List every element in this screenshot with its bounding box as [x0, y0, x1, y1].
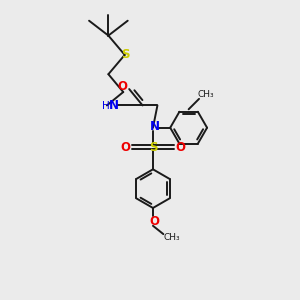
Text: N: N	[149, 120, 160, 133]
Text: O: O	[175, 140, 185, 154]
Text: CH₃: CH₃	[163, 233, 180, 242]
Text: O: O	[121, 140, 130, 154]
Text: H: H	[102, 101, 110, 111]
Text: S: S	[121, 48, 130, 62]
Text: O: O	[149, 215, 159, 228]
Text: N: N	[108, 99, 118, 112]
Text: CH₃: CH₃	[198, 90, 214, 99]
Text: O: O	[118, 80, 128, 93]
Text: S: S	[149, 140, 158, 154]
